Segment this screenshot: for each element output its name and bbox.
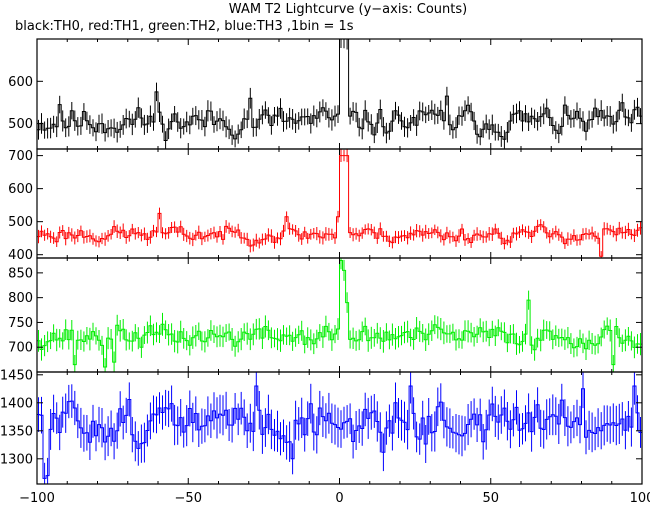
y-tick-label: 700 — [8, 149, 33, 164]
y-tick-label: 1350 — [0, 424, 33, 439]
y-tick-label: 850 — [8, 266, 33, 281]
series-line-TH2 — [37, 260, 642, 368]
y-tick-label: 600 — [8, 182, 33, 197]
x-tick-label: 100 — [630, 491, 650, 505]
series-line-TH0 — [37, 39, 642, 141]
y-tick-label: 500 — [8, 117, 33, 132]
series-TH3 — [37, 372, 642, 484]
panel-1: 500 600 — [8, 38, 643, 150]
y-tick-label: 800 — [8, 291, 33, 306]
panels-group: 5006004005006007007007508008501300135014… — [0, 38, 650, 505]
y-tick-label: 600 — [8, 75, 33, 90]
series-TH2 — [37, 258, 642, 372]
panel-2: 400 500 600 700 — [8, 148, 643, 263]
chart-title: WAM T2 Lightcurve (y−axis: Counts) — [229, 2, 467, 17]
y-tick-label: 1400 — [0, 396, 33, 411]
y-tick-label: 400 — [8, 248, 33, 263]
x-tick-label: −50 — [175, 491, 202, 505]
y-tick-label: 700 — [8, 341, 33, 356]
y-tick-label: 750 — [8, 316, 33, 331]
x-tick-label: −100 — [19, 491, 55, 505]
chart-subtitle: black:TH0, red:TH1, green:TH2, blue:TH3 … — [15, 19, 354, 34]
series-line-TH3 — [37, 385, 642, 479]
panel-3: 700 750 800 850 — [8, 257, 643, 373]
y-tick-label: 1300 — [0, 452, 33, 467]
series-TH1 — [37, 149, 642, 258]
series-line-TH1 — [37, 155, 642, 257]
panel-4: 1300 1350 1400 1450 −100 −50 0 50 100 — [0, 368, 650, 505]
x-tick-label: 50 — [482, 491, 499, 505]
y-tick-label: 1450 — [0, 368, 33, 383]
series-TH0 — [37, 39, 642, 149]
x-tick-label: 0 — [335, 491, 343, 505]
y-tick-label: 500 — [8, 215, 33, 230]
